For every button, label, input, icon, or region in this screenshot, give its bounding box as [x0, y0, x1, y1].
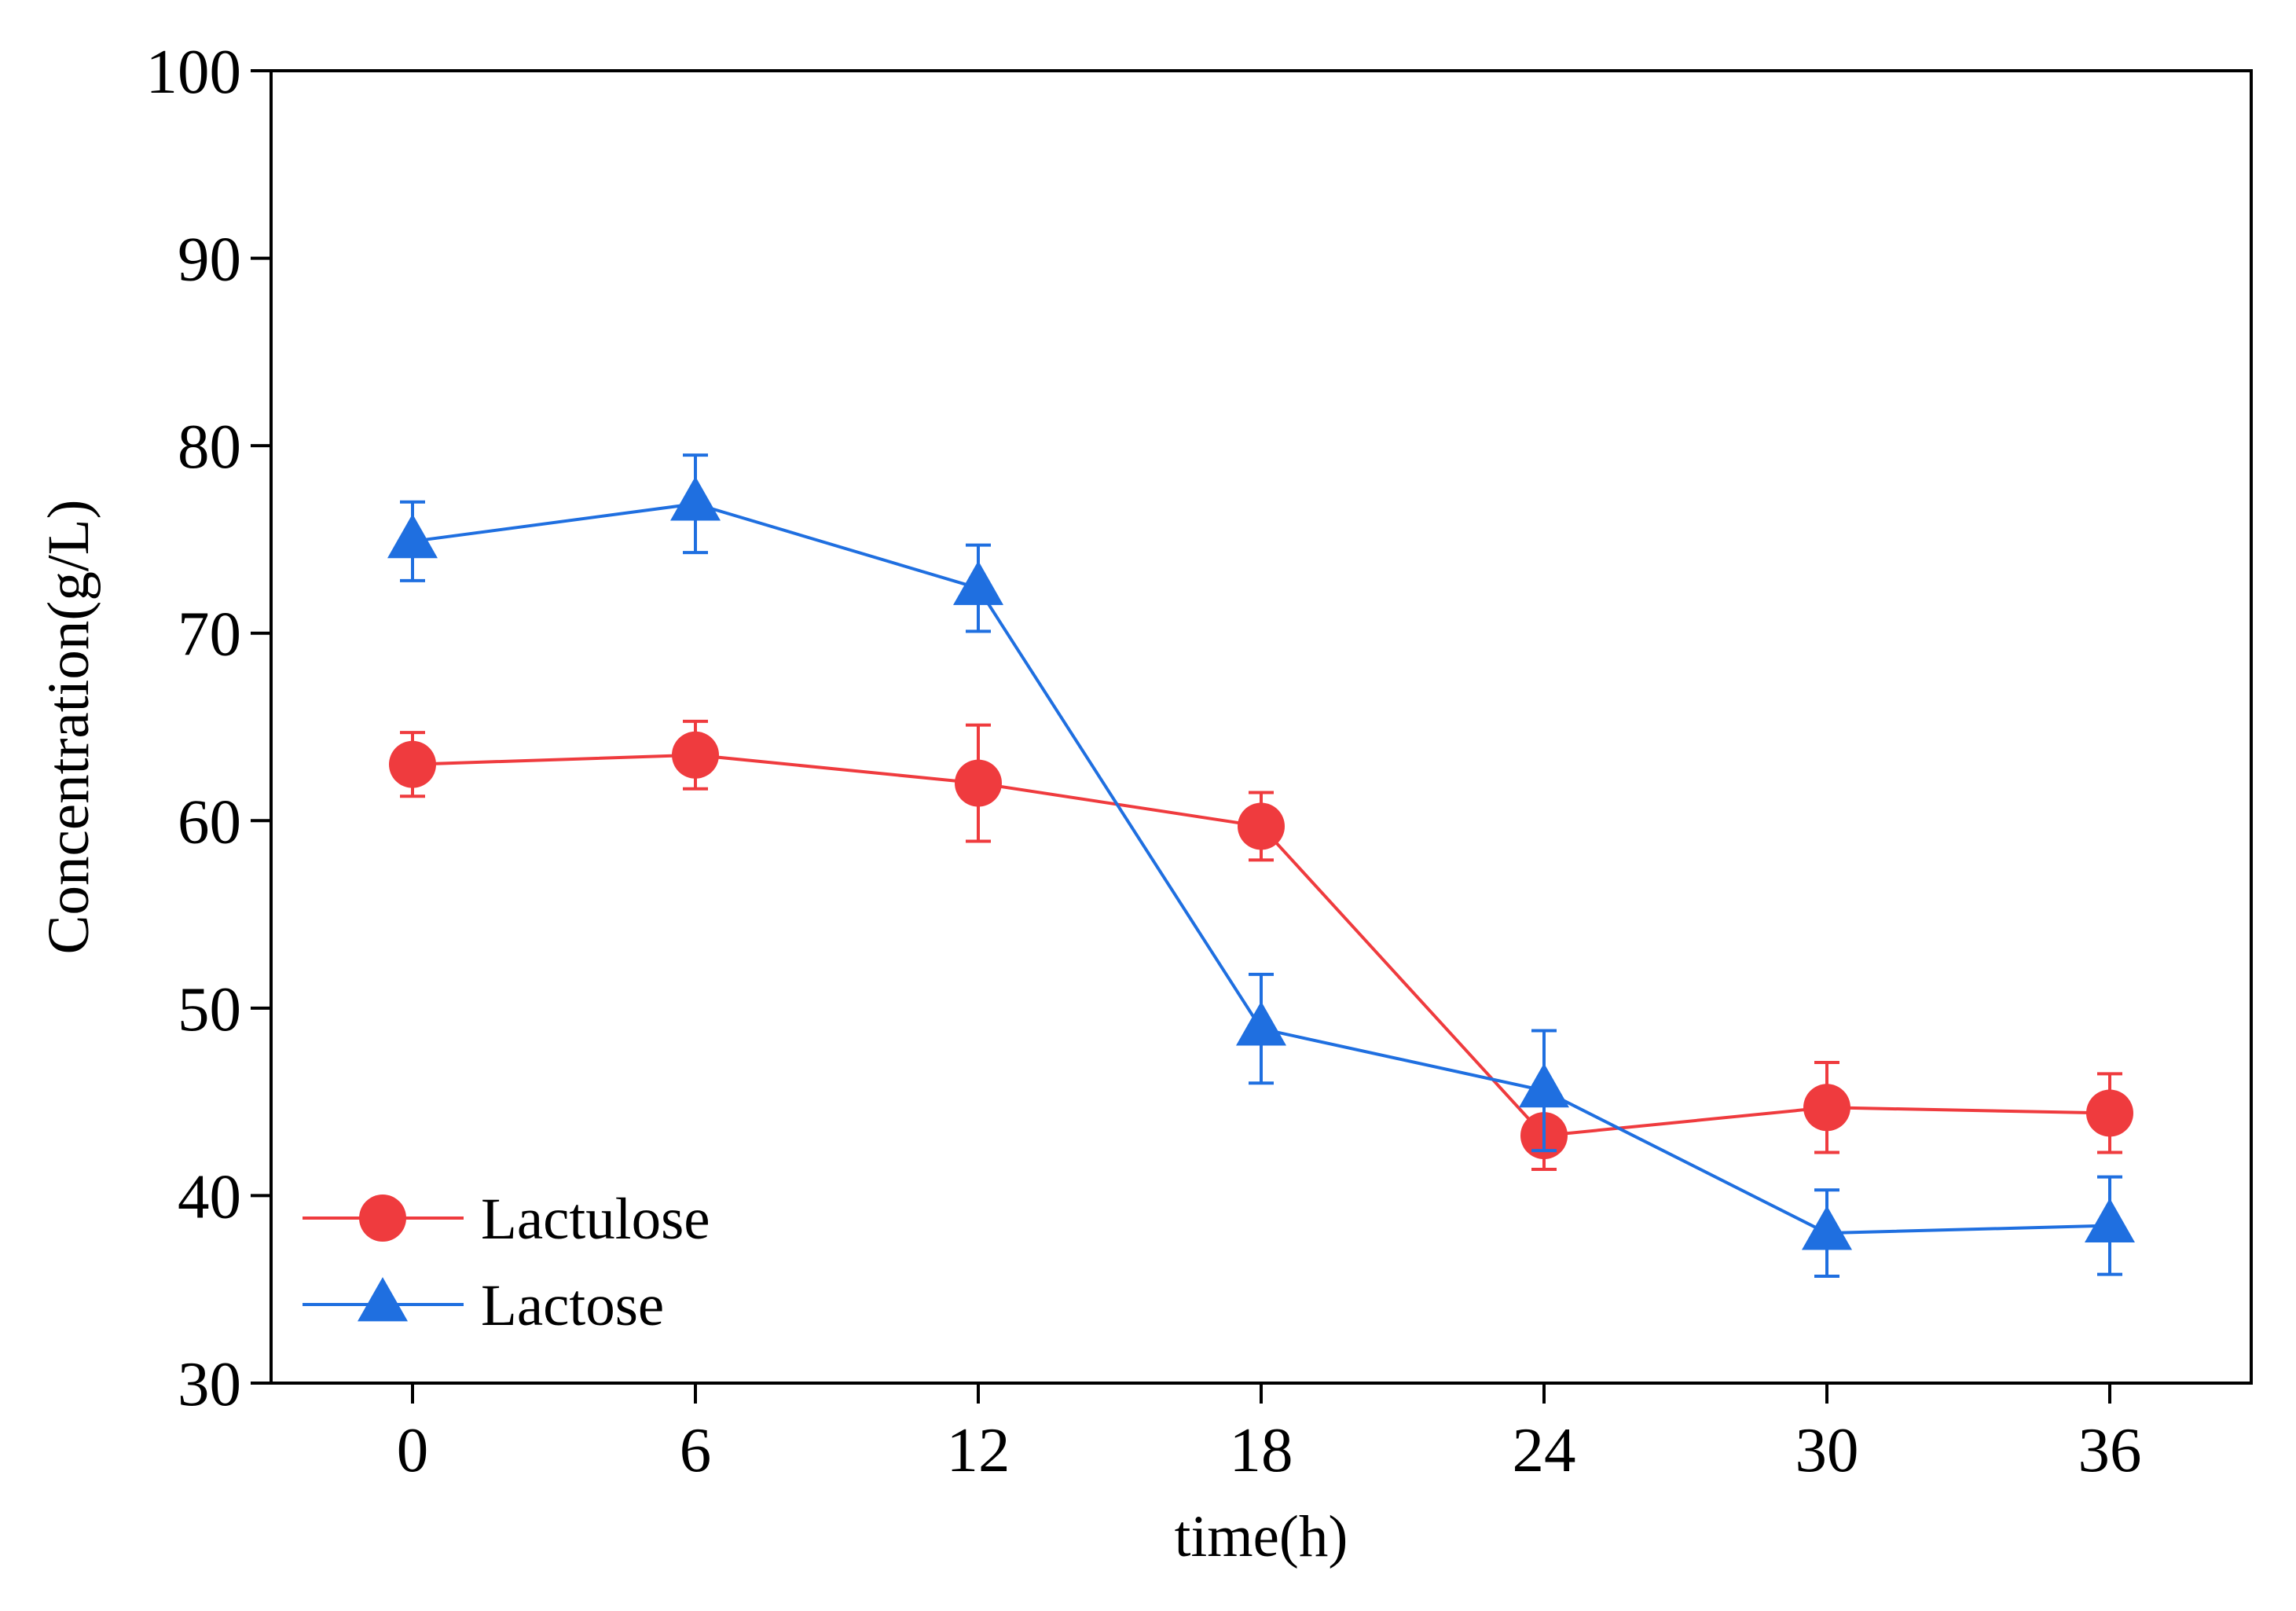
legend-marker: [359, 1194, 406, 1242]
legend-label: Lactose: [481, 1273, 664, 1338]
legend-item: Lactose: [303, 1273, 664, 1338]
legend-label: Lactulose: [481, 1187, 710, 1252]
x-tick-label: 0: [397, 1415, 429, 1485]
data-point: [1803, 1084, 1850, 1132]
data-point: [1238, 802, 1285, 850]
x-tick-label: 24: [1513, 1415, 1576, 1485]
y-tick-label: 80: [178, 411, 241, 482]
series-lactose: [387, 453, 2135, 1279]
y-tick-label: 60: [178, 786, 241, 857]
y-tick-label: 40: [178, 1161, 241, 1231]
data-point: [1519, 1062, 1569, 1108]
plot-area: [387, 453, 2135, 1279]
y-axis-title: Concentration(g/L): [36, 500, 101, 955]
y-tick-label: 100: [146, 36, 242, 107]
data-point: [2085, 1198, 2135, 1243]
axis-ticks: [251, 69, 2111, 1404]
legend: Lactulose Lactose: [303, 1187, 710, 1338]
data-point: [1802, 1205, 1852, 1250]
x-tick-label: 18: [1230, 1415, 1293, 1485]
x-tick-label: 6: [680, 1415, 712, 1485]
data-point: [389, 740, 436, 788]
legend-marker: [358, 1277, 408, 1322]
data-point: [953, 560, 1003, 605]
tick-labels: 30 40 50 60 70 80 90 100 0 6 12 18 24 30 36: [146, 36, 2142, 1485]
data-point: [670, 476, 721, 521]
legend-item: Lactulose: [303, 1187, 710, 1252]
x-axis-title: time(h): [1175, 1504, 1348, 1569]
y-tick-label: 90: [178, 224, 241, 295]
data-point: [672, 731, 719, 779]
y-tick-label: 30: [178, 1349, 241, 1419]
x-tick-label: 36: [2078, 1415, 2142, 1485]
x-tick-label: 30: [1795, 1415, 1859, 1485]
data-point: [2086, 1089, 2133, 1137]
x-tick-label: 12: [947, 1415, 1010, 1485]
data-point: [387, 513, 438, 559]
y-tick-label: 70: [178, 599, 241, 670]
data-point: [955, 759, 1002, 807]
data-point: [1236, 1001, 1286, 1046]
plot-frame: [270, 69, 2253, 1385]
y-tick-label: 50: [178, 974, 241, 1044]
